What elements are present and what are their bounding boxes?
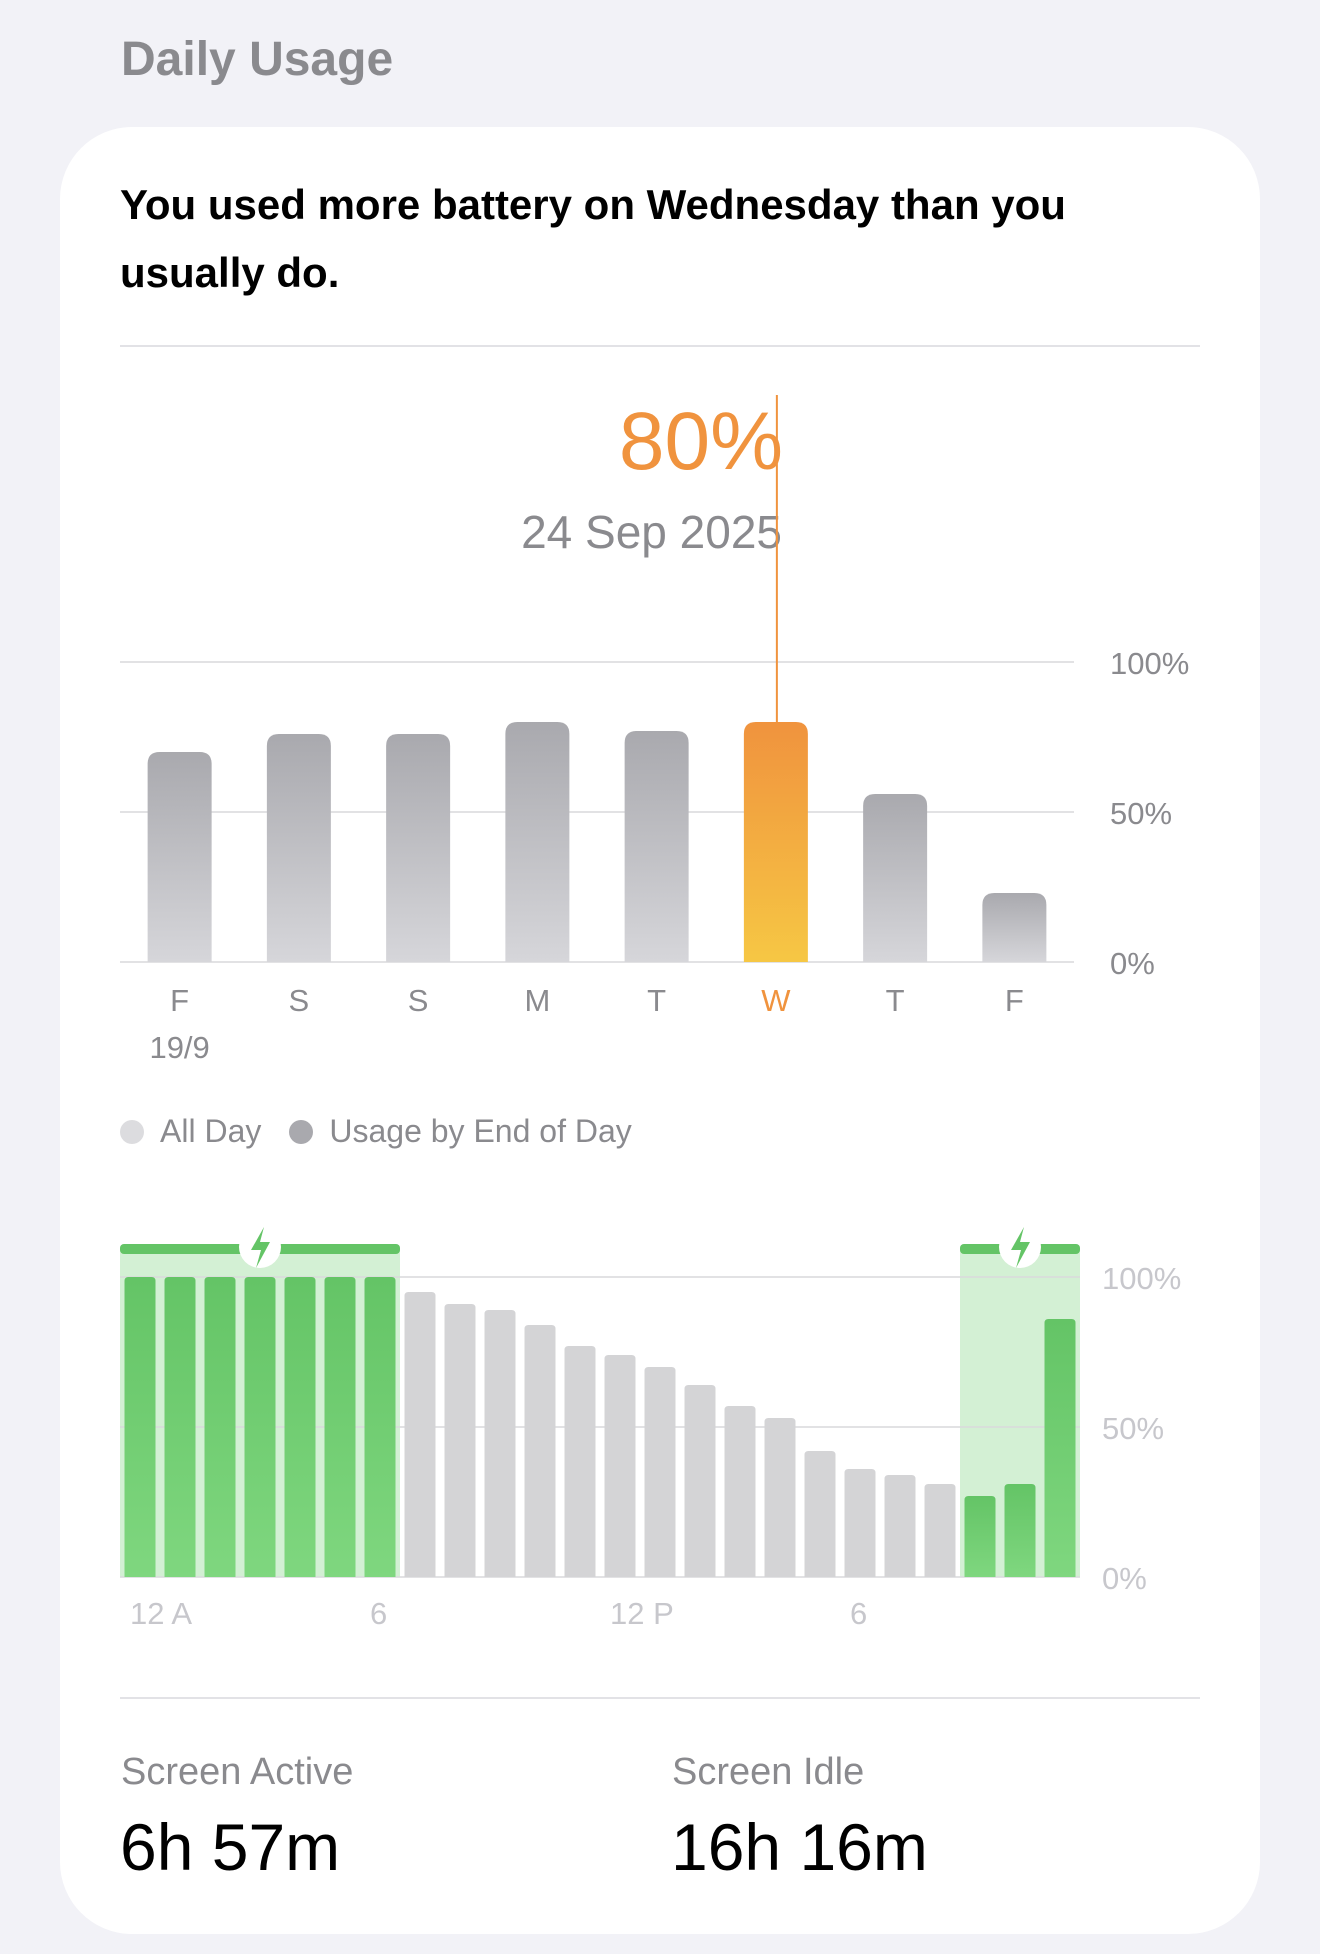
hour-bar[interactable] [884, 1475, 916, 1577]
x-tick-label: F [1005, 983, 1024, 1018]
legend-label-all-day: All Day [160, 1113, 262, 1149]
hour-bar[interactable] [604, 1355, 636, 1577]
hour-bar[interactable] [484, 1310, 516, 1577]
y-tick-label: 100% [1110, 646, 1189, 681]
chart-legend: All Day Usage by End of Day [120, 1113, 660, 1150]
bar[interactable] [505, 722, 570, 962]
hour-bar[interactable] [524, 1325, 556, 1577]
divider-top [120, 345, 1200, 347]
hour-bar-charging[interactable] [964, 1496, 996, 1577]
lightning-icon [1011, 1227, 1030, 1268]
hour-bar-charging[interactable] [364, 1277, 396, 1577]
hour-bar-charging[interactable] [284, 1277, 316, 1577]
x-tick-label: T [647, 983, 666, 1018]
y-tick-label: 50% [1102, 1411, 1164, 1446]
hour-bar[interactable] [684, 1385, 716, 1577]
x-tick-sublabel: 19/9 [149, 1030, 209, 1065]
x-tick-label: 6 [370, 1596, 387, 1631]
legend-dot-all-day [120, 1119, 144, 1144]
y-tick-label: 0% [1110, 946, 1155, 981]
hour-bar[interactable] [644, 1367, 676, 1577]
screen-idle-value: 16h 16m [671, 1810, 928, 1884]
battery-usage-card: You used more battery on Wednesday than … [60, 127, 1260, 1934]
x-tick-label: T [886, 983, 905, 1018]
bar[interactable] [982, 893, 1047, 962]
hourly-battery-chart[interactable]: 100% 50% 0% 12 A 6 12 P 6 [60, 127, 1260, 1631]
legend-dot-end-of-day [289, 1119, 314, 1144]
hour-bar[interactable] [564, 1346, 596, 1577]
bar[interactable] [266, 734, 331, 962]
y-tick-label: 50% [1110, 796, 1172, 831]
legend-label-end-of-day: Usage by End of Day [329, 1113, 632, 1149]
screen-active-label: Screen Active [121, 1751, 354, 1793]
bar[interactable] [624, 731, 689, 962]
usage-insight-text: You used more battery on Wednesday than … [120, 181, 1066, 296]
legend-item-all-day: All Day [120, 1113, 261, 1150]
hour-bar[interactable] [764, 1418, 796, 1577]
bar[interactable] [386, 734, 451, 962]
screen-active-value: 6h 57m [120, 1810, 341, 1884]
hour-bar-charging[interactable] [324, 1277, 356, 1577]
x-tick-label: 6 [850, 1596, 867, 1631]
bar-selected[interactable] [743, 722, 808, 962]
y-tick-label: 0% [1102, 1561, 1147, 1596]
x-tick-label: M [524, 983, 550, 1018]
x-tick-label: S [408, 983, 429, 1018]
legend-item-end-of-day: Usage by End of Day [289, 1113, 632, 1150]
hour-bar-charging[interactable] [1004, 1484, 1036, 1577]
divider-bottom [120, 1697, 1200, 1699]
hour-bar-charging[interactable] [124, 1277, 156, 1577]
x-tick-label: S [289, 983, 310, 1018]
selected-day-date: 24 Sep 2025 [521, 506, 782, 558]
screen-idle-label: Screen Idle [672, 1751, 865, 1793]
daily-usage-chart[interactable]: 100% 50% 0% F 19/9 S S M T W T F [60, 127, 1260, 1077]
x-tick-label: F [170, 983, 189, 1018]
hour-bar[interactable] [804, 1451, 836, 1577]
hour-bar[interactable] [844, 1469, 876, 1577]
hour-bar-charging[interactable] [164, 1277, 196, 1577]
y-tick-label: 100% [1102, 1261, 1181, 1296]
bar[interactable] [863, 794, 928, 962]
hour-bar-charging[interactable] [244, 1277, 276, 1577]
section-title: Daily Usage [121, 33, 394, 86]
hour-bar[interactable] [724, 1406, 756, 1577]
hour-bar[interactable] [404, 1292, 436, 1577]
x-tick-label: 12 P [610, 1596, 674, 1631]
hour-bar[interactable] [924, 1484, 956, 1577]
selected-day-percent: 80% [618, 396, 783, 487]
x-tick-label: W [761, 983, 791, 1018]
lightning-icon [251, 1227, 270, 1268]
bar[interactable] [147, 752, 212, 962]
hour-bar-charging[interactable] [204, 1277, 236, 1577]
hour-bar-charging[interactable] [1044, 1319, 1076, 1577]
hour-bar[interactable] [444, 1304, 476, 1577]
x-tick-label: 12 A [130, 1596, 192, 1631]
